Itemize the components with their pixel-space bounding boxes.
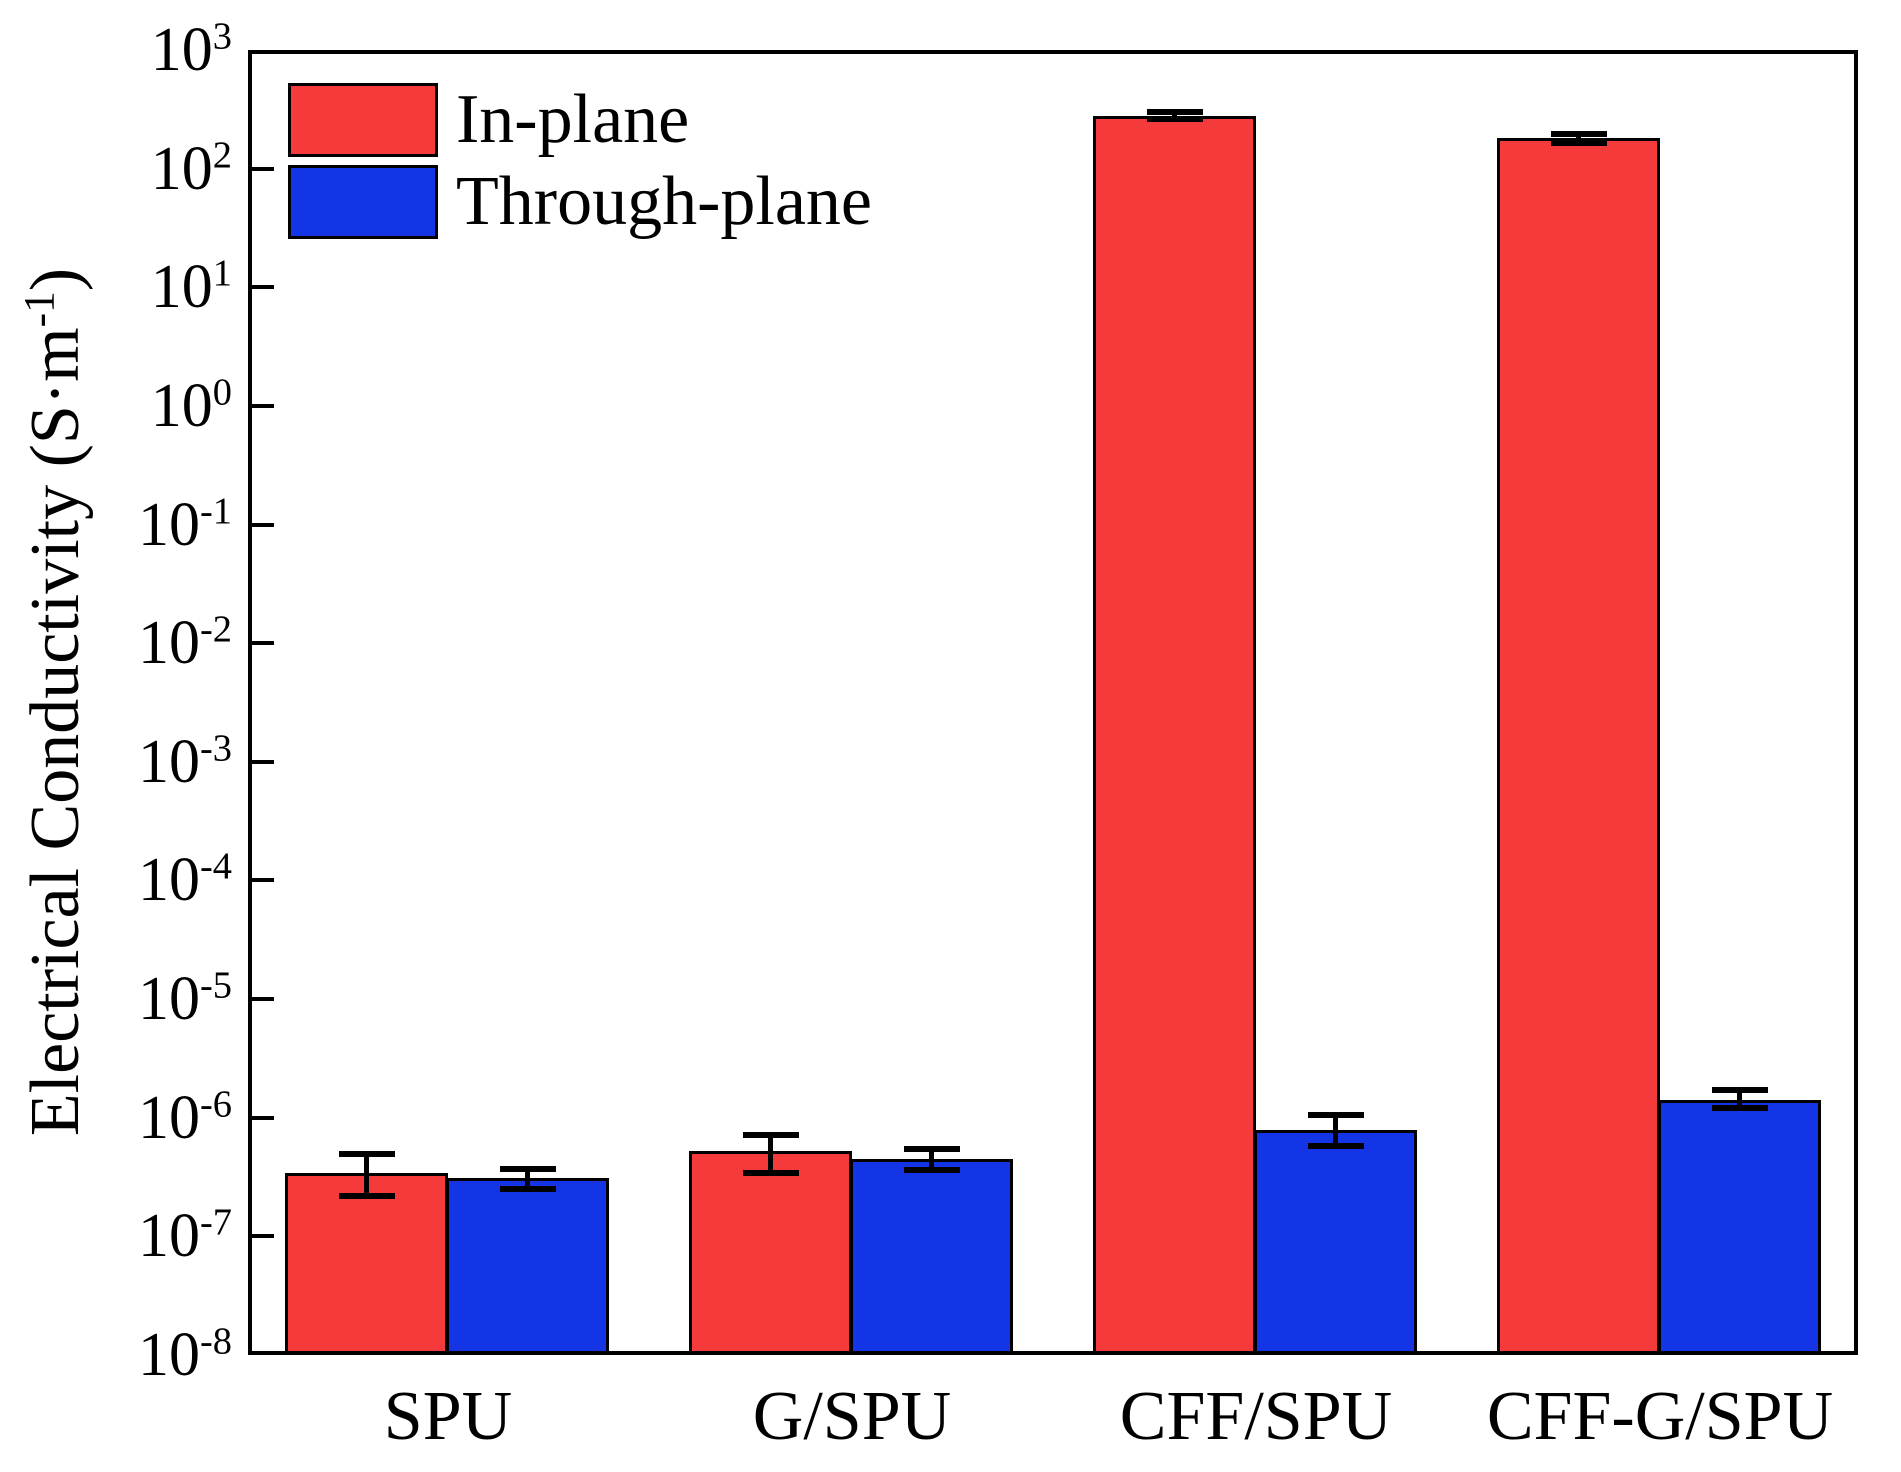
y-tick-label: 10-5 [16, 963, 232, 1035]
bar-through-plane-cff-g-spu [1658, 1100, 1821, 1355]
error-bar-top-cap-in-plane-spu [338, 1151, 395, 1158]
y-tick-exponent: 3 [212, 15, 232, 58]
y-tick-base: 10 [137, 490, 200, 559]
y-tick-label: 10-1 [16, 489, 232, 561]
error-bar-top-cap-in-plane-cff-spu [1146, 109, 1203, 116]
y-tick-mark [252, 1115, 274, 1120]
y-tick-exponent: -3 [199, 727, 232, 770]
legend-label-in-plane: In-plane [456, 81, 690, 158]
error-bar-stem-through-plane-cff-g-spu [1737, 1090, 1742, 1109]
y-tick-label: 103 [16, 14, 232, 86]
y-tick-label: 10-6 [16, 1082, 232, 1154]
y-tick-label: 10-2 [16, 607, 232, 679]
y-tick-label: 101 [16, 251, 232, 323]
y-tick-base: 10 [150, 16, 213, 84]
y-tick-base: 10 [137, 609, 200, 678]
y-tick-base: 10 [137, 965, 200, 1034]
error-bar-bottom-cap-through-plane-cff-spu [1307, 1142, 1364, 1149]
y-tick-base: 10 [150, 371, 213, 440]
y-tick-exponent: -7 [199, 1201, 232, 1244]
y-tick-exponent: -4 [199, 845, 232, 888]
y-tick-base: 10 [137, 1083, 200, 1152]
error-bar-stem-in-plane-cff-g-spu [1576, 134, 1581, 143]
bar-in-plane-g-spu [689, 1151, 852, 1355]
y-tick-base: 10 [137, 846, 200, 915]
y-tick-mark [252, 403, 274, 408]
y-tick-mark [252, 522, 274, 527]
bar-through-plane-g-spu [850, 1158, 1013, 1355]
error-bar-top-cap-through-plane-spu [499, 1165, 556, 1172]
bar-in-plane-spu [285, 1173, 448, 1355]
y-tick-exponent: -8 [199, 1320, 232, 1363]
y-tick-mark [252, 878, 274, 883]
y-tick-label: 10-4 [16, 844, 232, 916]
y-tick-mark [252, 1234, 274, 1239]
y-tick-exponent: -5 [199, 964, 232, 1007]
x-category-label-spu: SPU [383, 1378, 513, 1455]
y-tick-base: 10 [137, 1321, 200, 1389]
y-tick-mark [252, 641, 274, 646]
y-tick-label: 10-8 [16, 1319, 232, 1391]
y-tick-label: 100 [16, 370, 232, 442]
error-bar-top-cap-through-plane-cff-spu [1307, 1112, 1364, 1119]
bar-through-plane-spu [446, 1178, 609, 1355]
y-tick-mark [252, 166, 274, 171]
error-bar-stem-through-plane-spu [525, 1168, 530, 1190]
y-tick-label: 10-3 [16, 726, 232, 798]
error-bar-stem-in-plane-cff-spu [1172, 112, 1177, 120]
error-bar-bottom-cap-in-plane-cff-spu [1146, 116, 1203, 123]
y-tick-label: 10-7 [16, 1200, 232, 1272]
bar-in-plane-cff-g-spu [1497, 138, 1660, 1355]
y-tick-exponent: 0 [212, 371, 232, 414]
error-bar-stem-in-plane-g-spu [768, 1134, 773, 1174]
legend-label-through-plane: Through-plane [456, 163, 872, 240]
legend-swatch-through-plane [288, 165, 438, 239]
y-tick-base: 10 [137, 727, 200, 796]
y-tick-exponent: 1 [212, 252, 232, 295]
x-category-label-g-spu: G/SPU [752, 1378, 952, 1455]
y-tick-base: 10 [150, 134, 213, 203]
y-tick-exponent: -6 [199, 1083, 232, 1126]
error-bar-top-cap-through-plane-g-spu [903, 1145, 960, 1152]
error-bar-bottom-cap-in-plane-spu [338, 1192, 395, 1199]
error-bar-top-cap-in-plane-g-spu [742, 1131, 799, 1138]
error-bar-bottom-cap-in-plane-cff-g-spu [1550, 139, 1607, 146]
error-bar-stem-through-plane-g-spu [929, 1148, 934, 1171]
x-category-label-cff-g-spu: CFF-G/SPU [1486, 1378, 1834, 1455]
x-category-label-cff-spu: CFF/SPU [1119, 1378, 1393, 1455]
y-tick-exponent: 2 [212, 133, 232, 176]
error-bar-top-cap-in-plane-cff-g-spu [1550, 131, 1607, 138]
y-tick-mark [252, 285, 274, 290]
error-bar-bottom-cap-through-plane-g-spu [903, 1167, 960, 1174]
y-tick-mark [252, 759, 274, 764]
error-bar-stem-through-plane-cff-spu [1333, 1115, 1338, 1146]
y-tick-label: 102 [16, 133, 232, 205]
error-bar-bottom-cap-in-plane-g-spu [742, 1170, 799, 1177]
y-tick-exponent: -2 [199, 608, 232, 651]
error-bar-bottom-cap-through-plane-spu [499, 1186, 556, 1193]
bar-in-plane-cff-spu [1093, 115, 1256, 1355]
y-tick-base: 10 [137, 1202, 200, 1271]
error-bar-bottom-cap-through-plane-cff-g-spu [1711, 1105, 1768, 1112]
y-tick-exponent: -1 [199, 489, 232, 532]
bar-through-plane-cff-spu [1254, 1129, 1417, 1355]
error-bar-top-cap-through-plane-cff-g-spu [1711, 1087, 1768, 1094]
y-tick-base: 10 [150, 253, 213, 322]
error-bar-stem-in-plane-spu [364, 1154, 369, 1196]
legend-swatch-in-plane [288, 83, 438, 157]
y-tick-mark [252, 997, 274, 1002]
